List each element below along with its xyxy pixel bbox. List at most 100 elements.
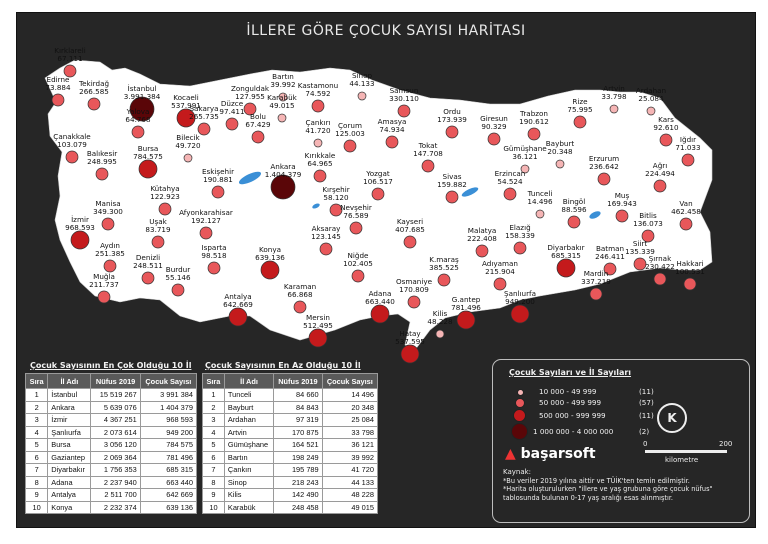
province-value: 125.003 xyxy=(335,129,365,138)
province-marker xyxy=(527,127,541,141)
province-name: Trabzon xyxy=(519,109,548,118)
top-table-cell: 9 xyxy=(24,488,49,502)
province-name: Iğdır xyxy=(680,135,696,144)
province-marker xyxy=(225,117,239,131)
top-table-cell: 1 756 353 xyxy=(90,463,141,477)
province-marker xyxy=(487,132,501,146)
province-value: 949.200 xyxy=(505,297,535,306)
province-value: 663.440 xyxy=(365,297,395,306)
province-value: 330.110 xyxy=(389,94,419,103)
province-name: Yozgat xyxy=(365,169,390,178)
province-marker xyxy=(228,307,248,327)
province-value: 265.735 xyxy=(189,112,219,121)
top-table-cell: 8 xyxy=(24,475,49,489)
province-name: Edirne xyxy=(47,75,70,84)
bottom-table-row: 4 Artvin 170 875 33 798 xyxy=(202,425,379,439)
bottom-table-row: 1 Tunceli 84 660 14 496 xyxy=(202,388,379,402)
province-name: Tekirdağ xyxy=(78,79,109,88)
province-value: 135.339 xyxy=(625,247,655,256)
province-value: 230.422 xyxy=(645,262,675,271)
province-value: 537.595 xyxy=(395,337,425,346)
top-table-row: 5 Bursa 3 056 120 784 575 xyxy=(24,438,198,452)
province-name: Bayburt xyxy=(546,139,575,148)
bottom-table-cell: 10 xyxy=(202,500,225,514)
top-table-cell: 784 575 xyxy=(139,438,198,452)
bottom-table-header-1: İl Adı xyxy=(223,373,275,389)
province-value: 20.348 xyxy=(547,147,573,156)
note-3: tablosunda bulunan 0-17 yaş aralığı esas… xyxy=(503,493,674,502)
province-marker xyxy=(131,125,145,139)
province-marker xyxy=(633,257,647,271)
province-marker xyxy=(653,179,667,193)
province-name: Mardin xyxy=(584,269,609,278)
top-table-cell: 968 593 xyxy=(139,413,198,427)
province-name: Bursa xyxy=(138,144,159,153)
province-value: 642.669 xyxy=(223,300,253,309)
top-table-cell: 3 991 384 xyxy=(139,388,198,402)
bottom-table-cell: 1 xyxy=(202,388,225,402)
province-marker xyxy=(97,290,111,304)
province-marker xyxy=(435,329,445,339)
province-name: Osmaniye xyxy=(396,277,433,286)
province-name: Manisa xyxy=(95,199,120,208)
top-table-row: 3 İzmir 4 367 251 968 593 xyxy=(24,413,198,427)
province-marker xyxy=(370,304,390,324)
province-name: Antalya xyxy=(224,292,251,301)
province-marker xyxy=(199,226,213,240)
bottom-table-cell: 198 249 xyxy=(273,450,323,464)
legend-range-1: 10 000 - 49 999 xyxy=(539,387,597,396)
province-value: 123.145 xyxy=(311,232,341,241)
province-value: 685.315 xyxy=(551,251,581,260)
province-marker xyxy=(243,102,257,116)
province-marker xyxy=(679,217,693,231)
top-table-cell: 2 511 700 xyxy=(90,488,141,502)
legend-range-4: 1 000 000 - 4 000 000 xyxy=(533,427,614,436)
scale-bar-line xyxy=(645,450,727,453)
top-10-table: Sıra İl Adı Nüfus 2019 Çocuk Sayısı 1 İstanb… xyxy=(24,373,198,514)
province-value: 1.404.379 xyxy=(265,170,302,179)
top-table-row: 9 Antalya 2 511 700 642 669 xyxy=(24,488,198,502)
province-marker xyxy=(260,260,280,280)
legend-count-3: (11) xyxy=(639,411,654,420)
province-name: Aksaray xyxy=(312,224,342,233)
province-value: 147.708 xyxy=(413,149,443,158)
province-value: 83.719 xyxy=(145,225,171,234)
province-marker xyxy=(103,259,117,273)
province-name: Karaman xyxy=(284,282,316,291)
province-marker xyxy=(407,295,421,309)
province-name: Kütahya xyxy=(150,184,179,193)
province-name: Burdur xyxy=(166,265,190,274)
bottom-table-cell: Sinop xyxy=(223,475,275,489)
province-value: 266.585 xyxy=(79,87,109,96)
province-name: Zonguldak xyxy=(231,84,270,93)
province-name: Ordu xyxy=(443,107,461,116)
province-marker xyxy=(371,187,385,201)
province-name: Yalova xyxy=(126,107,150,116)
bottom-table-cell: 44 133 xyxy=(321,475,379,489)
top-table-row: 8 Adana 2 237 940 663 440 xyxy=(24,475,198,489)
province-value: 48.228 xyxy=(427,317,453,326)
legend-dot-3 xyxy=(513,409,526,422)
bottom-table-cell: Bartın xyxy=(223,450,275,464)
province-name: Erzincan xyxy=(495,169,526,178)
province-name: Karabük xyxy=(267,93,297,102)
legend-range-3: 500 000 - 999 999 xyxy=(539,411,606,420)
province-name: Şırnak xyxy=(649,254,672,263)
province-value: 73.884 xyxy=(45,83,71,92)
